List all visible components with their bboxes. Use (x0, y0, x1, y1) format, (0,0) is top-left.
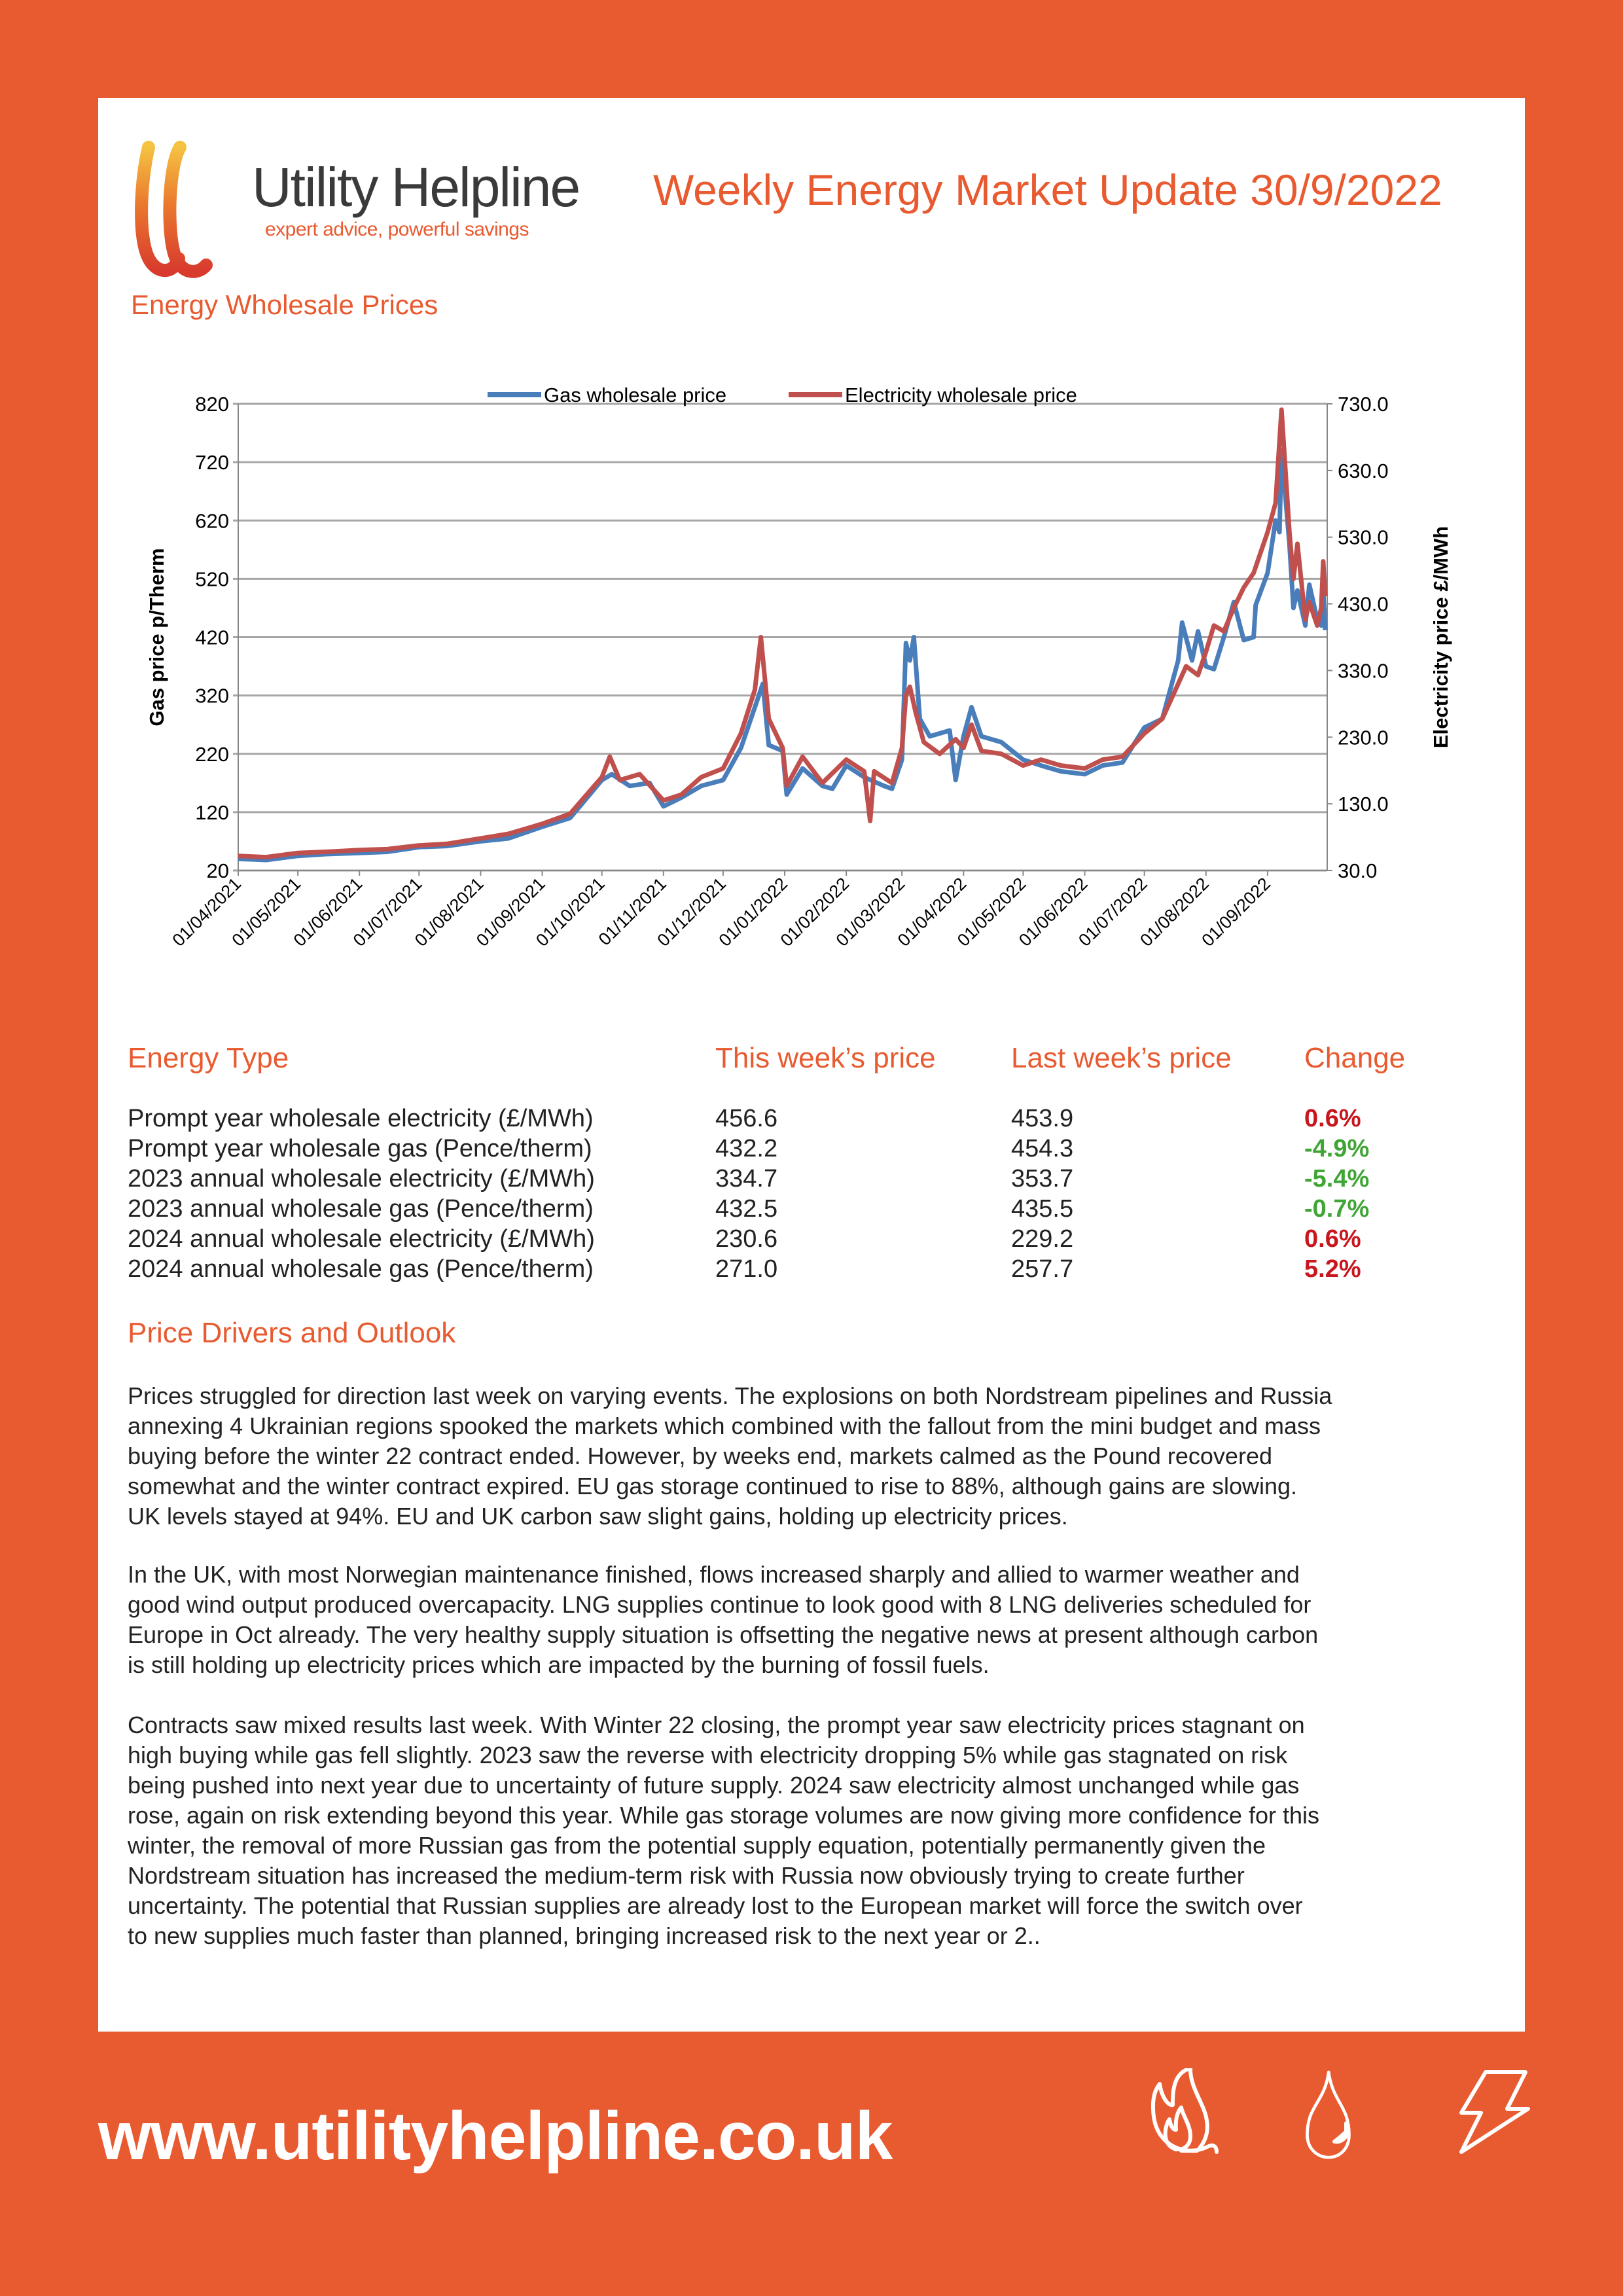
paragraph-line: uncertainty. The potential that Russian … (128, 1892, 1303, 1919)
y-left-tick-label: 20 (207, 859, 229, 882)
this-week-price: 334.7 (715, 1165, 778, 1193)
paragraph-line: Contracts saw mixed results last week. W… (128, 1712, 1305, 1738)
paragraph-line: high buying while gas fell slightly. 202… (128, 1742, 1288, 1768)
brand-name: Utility Helpline (252, 156, 580, 218)
y-right-tick-label: 130.0 (1338, 793, 1389, 816)
last-week-price: 353.7 (1011, 1165, 1074, 1193)
this-week-price: 456.6 (715, 1105, 778, 1132)
energy-type: 2024 annual wholesale gas (Pence/therm) (128, 1255, 594, 1283)
paragraph-line: to new supplies much faster than planned… (128, 1922, 1041, 1949)
header-energy-type: Energy Type (128, 1042, 289, 1074)
paragraph-line: winter, the removal of more Russian gas … (128, 1832, 1266, 1859)
y-left-tick-label: 320 (195, 685, 229, 708)
paragraph-line: being pushed into next year due to uncer… (128, 1772, 1300, 1799)
this-week-price: 432.5 (715, 1195, 778, 1223)
y-left-tick-label: 620 (195, 509, 229, 532)
lightning-icon (1459, 2070, 1530, 2154)
y-left-tick-label: 520 (195, 567, 229, 590)
y-right-tick-label: 330.0 (1338, 659, 1389, 682)
energy-type: 2024 annual wholesale electricity (£/MWh… (128, 1225, 595, 1253)
y-left-tick-label: 120 (195, 801, 229, 824)
outlook-paragraph: Prices struggled for direction last week… (128, 1381, 1332, 1532)
last-week-price: 229.2 (1011, 1225, 1074, 1253)
website-url[interactable]: www.utilityhelpline.co.uk (98, 2098, 893, 2174)
energy-type: Prompt year wholesale electricity (£/MWh… (128, 1105, 594, 1132)
this-week-price: 432.2 (715, 1135, 778, 1162)
header-change: Change (1304, 1042, 1406, 1074)
paragraph-line: is still holding up electricity prices w… (128, 1651, 990, 1678)
price-change: -0.7% (1304, 1195, 1370, 1223)
this-week-price: 230.6 (715, 1225, 778, 1253)
y-left-tick-label: 720 (195, 451, 229, 474)
y-right-tick-label: 730.0 (1338, 393, 1389, 416)
legend-label: Electricity wholesale price (845, 384, 1077, 406)
energy-type: 2023 annual wholesale electricity (£/MWh… (128, 1165, 595, 1193)
price-change: 0.6% (1304, 1225, 1361, 1253)
outlook-title: Price Drivers and Outlook (128, 1317, 456, 1349)
flame-icon (1150, 2068, 1219, 2154)
y-right-tick-label: 30.0 (1338, 859, 1377, 882)
y-right-tick-label: 630.0 (1338, 459, 1389, 482)
last-week-price: 435.5 (1011, 1195, 1074, 1223)
last-week-price: 453.9 (1011, 1105, 1074, 1132)
paragraph-line: In the UK, with most Norwegian maintenan… (128, 1561, 1300, 1588)
energy-type: 2023 annual wholesale gas (Pence/therm) (128, 1195, 594, 1223)
price-change: -5.4% (1304, 1165, 1370, 1193)
y-left-tick-label: 420 (195, 626, 229, 649)
paragraph-line: buying before the winter 22 contract end… (128, 1443, 1272, 1469)
content-panel (98, 98, 1525, 2032)
paragraph-line: Nordstream situation has increased the m… (128, 1862, 1245, 1889)
chart-section-title: Energy Wholesale Prices (131, 289, 438, 320)
legend-label: Gas wholesale price (544, 384, 726, 406)
energy-type: Prompt year wholesale gas (Pence/therm) (128, 1135, 592, 1162)
utility-helpline-logo (135, 141, 213, 278)
outlook-paragraph: Contracts saw mixed results last week. W… (128, 1710, 1319, 1951)
y-right-tick-label: 430.0 (1338, 593, 1389, 616)
last-week-price: 257.7 (1011, 1255, 1074, 1283)
y-left-axis-title: Gas price p/Therm (145, 548, 168, 726)
paragraph-line: rose, again on risk extending beyond thi… (128, 1802, 1319, 1829)
electricity-price-line (238, 407, 1328, 860)
y-right-tick-label: 230.0 (1338, 726, 1389, 749)
y-right-tick-label: 530.0 (1338, 526, 1389, 549)
last-week-price: 454.3 (1011, 1135, 1074, 1162)
brand-tagline: expert advice, powerful savings (265, 219, 529, 240)
header-this-week: This week’s price (715, 1042, 936, 1074)
wholesale-price-chart: 20 120 220 320 420 520 620 720 820 30.0 130.0 230.0… (145, 384, 1452, 950)
water-drop-icon (1306, 2070, 1351, 2159)
header-last-week: Last week’s price (1011, 1042, 1232, 1074)
gas-price-line (238, 448, 1328, 863)
paragraph-line: annexing 4 Ukrainian regions spooked the… (128, 1412, 1321, 1439)
price-change: 5.2% (1304, 1255, 1361, 1283)
y-left-tick-label: 220 (195, 743, 229, 766)
price-change: -4.9% (1304, 1135, 1370, 1162)
y-left-tick-label: 820 (195, 393, 229, 416)
price-change: 0.6% (1304, 1105, 1361, 1132)
paragraph-line: Prices struggled for direction last week… (128, 1382, 1332, 1409)
paragraph-line: somewhat and the winter contract expired… (128, 1473, 1298, 1499)
paragraph-line: UK levels stayed at 94%. EU and UK carbo… (128, 1503, 1068, 1530)
outlook-paragraph: In the UK, with most Norwegian maintenan… (128, 1560, 1318, 1680)
y-right-axis-title: Electricity price £/MWh (1429, 526, 1452, 748)
page-title: Weekly Energy Market Update 30/9/2022 (653, 166, 1442, 214)
paragraph-line: Europe in Oct already. The very healthy … (128, 1621, 1319, 1648)
this-week-price: 271.0 (715, 1255, 778, 1283)
paragraph-line: good wind output produced overcapacity. … (128, 1591, 1311, 1618)
